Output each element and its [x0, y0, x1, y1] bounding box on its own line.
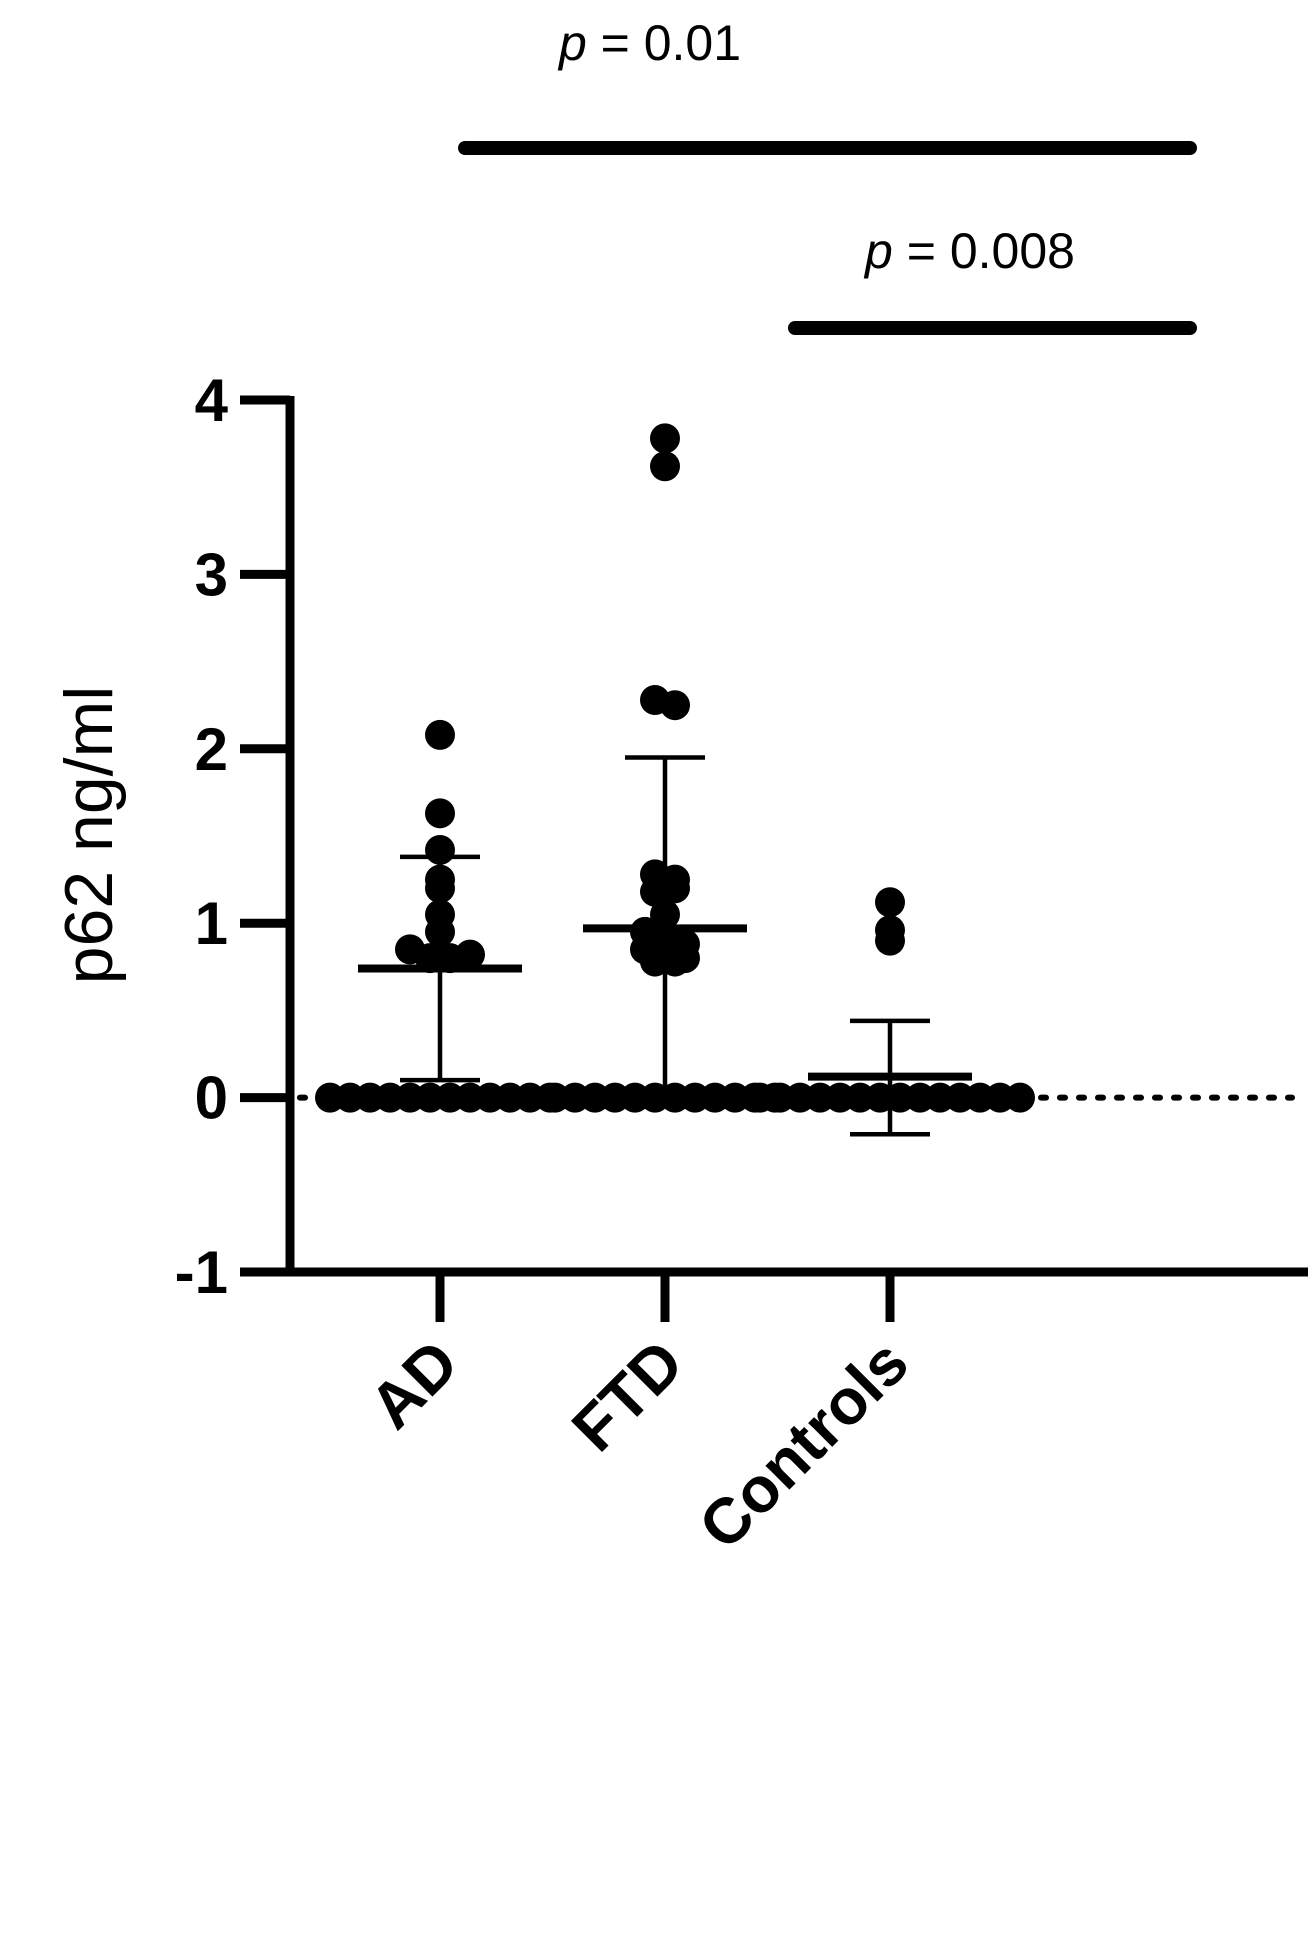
data-point [875, 925, 905, 956]
p-value-label: p = 0.008 [863, 223, 1075, 279]
data-point [660, 690, 690, 721]
data-point [875, 887, 905, 918]
y-tick-label: 2 [195, 716, 228, 783]
data-point [650, 423, 680, 454]
p-symbol: p [863, 223, 893, 279]
y-tick-label: 4 [195, 367, 229, 434]
y-axis-label: p62 ng/ml [51, 686, 127, 985]
data-point [1005, 1082, 1035, 1113]
group-ad [315, 719, 565, 1113]
y-tick-label: -1 [175, 1239, 228, 1306]
y-tick-label: 0 [195, 1065, 228, 1132]
data-point [650, 451, 680, 482]
p-symbol: p [557, 15, 587, 71]
y-tick-label: 3 [195, 541, 228, 608]
p-value-text: = 0.01 [587, 15, 741, 71]
p-value-label: p = 0.01 [557, 15, 741, 71]
axis-labels: p62 ng/ml [51, 686, 127, 985]
data-groups [315, 423, 1035, 1137]
x-tick-label-ftd: FTD [558, 1326, 697, 1465]
x-tick-label-controls: Controls [685, 1326, 922, 1563]
data-point [425, 719, 455, 750]
group-controls [745, 887, 1035, 1137]
data-point [425, 798, 455, 829]
y-tick-label: 1 [195, 890, 228, 957]
p-value-text: = 0.008 [893, 223, 1075, 279]
data-point [660, 946, 690, 977]
data-point [455, 939, 485, 970]
group-ftd [540, 423, 790, 1113]
x-tick-label-ad: AD [356, 1326, 472, 1442]
significance-brackets: p = 0.01p = 0.008 [458, 15, 1197, 335]
data-point [660, 873, 690, 904]
